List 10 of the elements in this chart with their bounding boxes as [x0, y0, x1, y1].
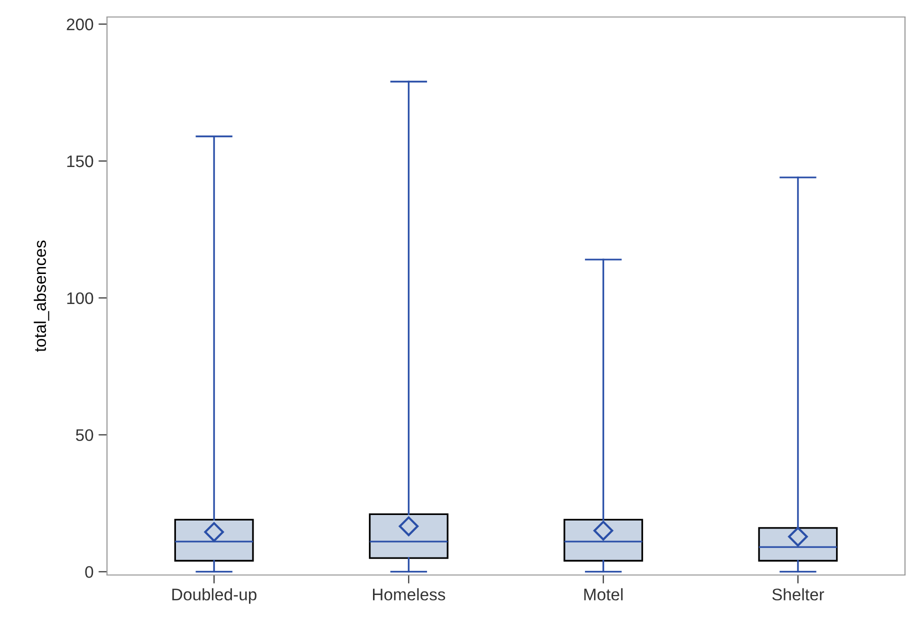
x-tick-label: Doubled-up — [172, 588, 256, 604]
x-tick-label: Shelter — [772, 588, 824, 600]
y-tick-label: 0 — [85, 566, 94, 578]
y-axis-title: total_absences — [34, 240, 50, 352]
y-tick-label: 200 — [66, 18, 94, 30]
y-tick-label: 50 — [76, 429, 94, 442]
x-tick-label: Motel — [584, 588, 623, 600]
y-tick-label: 100 — [67, 292, 94, 304]
y-tick-label: 150 — [67, 155, 94, 168]
x-tick-label: Homeless — [373, 588, 446, 600]
